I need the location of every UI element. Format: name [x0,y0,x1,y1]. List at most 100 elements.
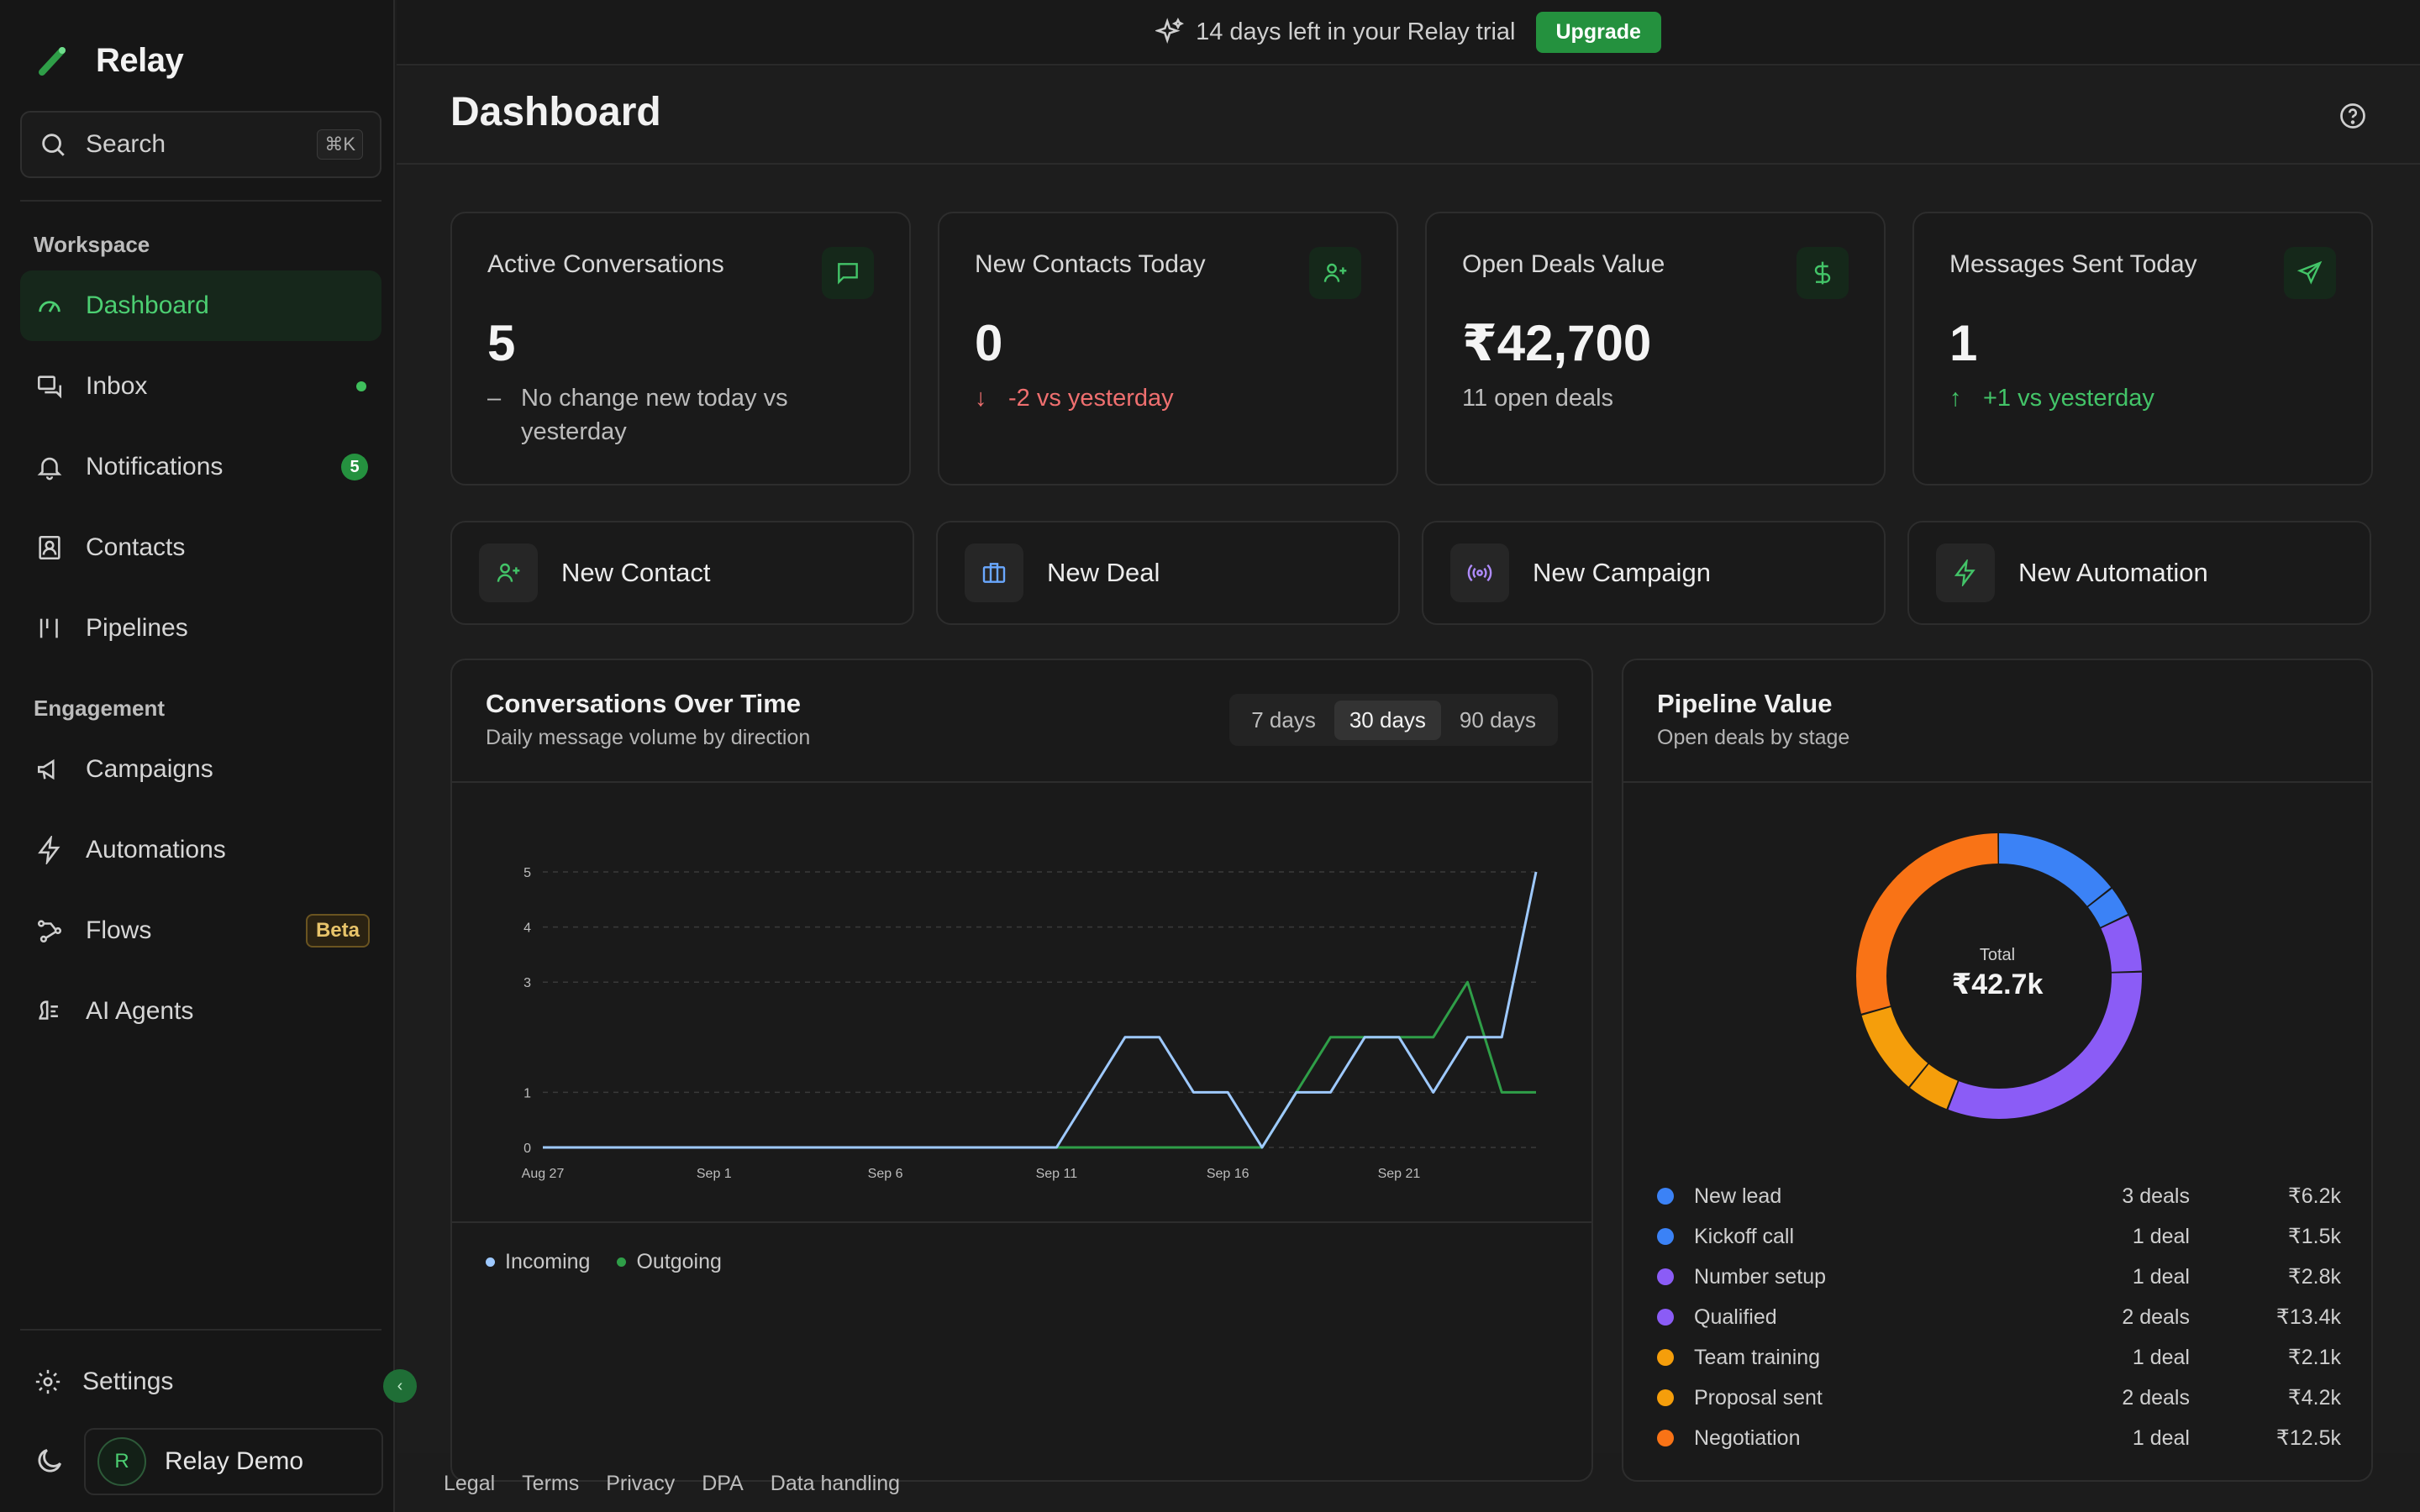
upgrade-button[interactable]: Upgrade [1535,11,1661,53]
settings-label: Settings [82,1368,174,1395]
stage-color-swatch [1657,1389,1674,1406]
search-button[interactable]: Search ⌘K [20,111,381,178]
stage-name: Number setup [1694,1264,1827,1289]
sidebar-item-label: Notifications [86,453,224,480]
bell-icon [34,451,66,483]
stage-name: Qualified [1694,1305,1777,1329]
sidebar-item-label: Campaigns [86,755,213,783]
stat-change: ↑ +1 vs yesterday [1949,381,2319,415]
legend-label: Outgoing [636,1250,722,1273]
sidebar-item-label: Flows [86,916,152,944]
series-line-outgoing[interactable] [543,980,1536,1149]
x-tick-label: Aug 27 [522,1167,565,1181]
pipeline-stage-row[interactable]: Qualified 2 deals ₹13.4k [1657,1297,2341,1337]
stat-card-open-deals-value[interactable]: Open Deals Value ₹42,700 11 open deals [1425,212,1886,486]
sidebar: Relay Search ⌘K Workspace Dashboard Inbo… [0,0,395,1512]
sidebar-item-pipelines[interactable]: Pipelines [20,593,381,664]
lightning-icon [34,834,66,866]
sidebar-item-ai-agents[interactable]: AI Agents [20,976,381,1047]
pipeline-stage-row[interactable]: Negotiation 1 deal ₹12.5k [1657,1418,2341,1458]
stage-color-swatch [1657,1188,1674,1205]
legend-item-outgoing[interactable]: Outgoing [617,1250,722,1274]
new-automation-button[interactable]: New Automation [1907,521,2371,625]
series-line-incoming[interactable] [543,871,1538,1149]
sidebar-item-label: Contacts [86,533,186,561]
sidebar-item-campaigns[interactable]: Campaigns [20,734,381,805]
pipeline-stage-row[interactable]: Number setup 1 deal ₹2.8k [1657,1257,2341,1297]
panel-subtitle: Daily message volume by direction [486,726,811,749]
y-tick-label: 4 [523,921,531,936]
footer-link-legal[interactable]: Legal [444,1472,496,1495]
help-icon[interactable] [2338,101,2368,131]
stage-deal-count: 3 deals [2122,1184,2190,1208]
donut-slice[interactable] [1856,833,2142,1119]
stat-value: 5 [487,315,516,371]
sidebar-item-flows[interactable]: Flows Beta [20,895,381,966]
donut-total-label: Total [1979,946,2016,964]
new-deal-button[interactable]: New Deal [936,521,1400,625]
stage-value: ₹4.2k [2287,1386,2341,1410]
contact-card-icon [34,532,66,564]
stage-name: Negotiation [1694,1425,1801,1450]
gauge-icon [34,290,66,322]
beta-badge: Beta [305,914,370,948]
footer-link-data-handling[interactable]: Data handling [770,1472,901,1495]
sidebar-item-automations[interactable]: Automations [20,815,381,885]
sidebar-item-label: Pipelines [86,614,188,642]
legend-swatch [486,1257,495,1267]
search-label: Search [86,130,166,158]
pipeline-stage-row[interactable]: Proposal sent 2 deals ₹4.2k [1657,1378,2341,1418]
app-logo[interactable]: Relay [34,37,184,84]
stage-color-swatch [1657,1349,1674,1366]
ai-agent-icon [34,995,66,1027]
action-label: New Campaign [1533,558,1711,587]
y-tick-label: 3 [523,976,531,990]
stat-card-active-conversations[interactable]: Active Conversations 5 – No change new to… [450,212,911,486]
moon-icon[interactable] [34,1445,66,1477]
pipeline-value-panel: Pipeline Value Open deals by stage Total… [1622,659,2373,1482]
stage-color-swatch [1657,1268,1674,1285]
pipeline-stage-row[interactable]: New lead 3 deals ₹6.2k [1657,1176,2341,1216]
user-menu-button[interactable]: R Relay Demo [84,1428,383,1495]
pipeline-stage-row[interactable]: Kickoff call 1 deal ₹1.5k [1657,1216,2341,1257]
stat-value: 0 [975,315,1003,371]
settings-button[interactable]: Settings [34,1368,173,1396]
range-30-days[interactable]: 30 days [1334,700,1441,740]
action-label: New Contact [561,558,711,587]
y-tick-label: 5 [523,866,531,880]
dollar-icon [1797,247,1849,299]
sidebar-item-inbox[interactable]: Inbox [20,351,381,422]
range-90-days[interactable]: 90 days [1459,706,1536,732]
stage-value: ₹13.4k [2275,1305,2341,1329]
stat-card-new-contacts[interactable]: New Contacts Today 0 ↓ -2 vs yesterday [938,212,1398,486]
new-contact-button[interactable]: New Contact [450,521,914,625]
sidebar-item-contacts[interactable]: Contacts [20,512,381,583]
page-title: Dashboard [450,90,661,134]
donut-total-value: ₹42.7k [1951,969,2044,1000]
range-7-days[interactable]: 7 days [1251,706,1316,732]
donut-slice[interactable] [1856,833,2142,1119]
avatar: R [97,1437,146,1486]
sidebar-item-dashboard[interactable]: Dashboard [20,270,381,341]
stat-title: Messages Sent Today [1949,250,2197,278]
stage-color-swatch [1657,1309,1674,1326]
new-campaign-button[interactable]: New Campaign [1422,521,1886,625]
footer-link-terms[interactable]: Terms [522,1472,580,1495]
stage-name: Team training [1694,1345,1821,1369]
stat-card-messages-sent[interactable]: Messages Sent Today 1 ↑ +1 vs yesterday [1912,212,2373,486]
collapse-sidebar-button[interactable]: ‹ [383,1369,417,1403]
footer-link-privacy[interactable]: Privacy [606,1472,676,1495]
user-plus-icon [479,543,538,602]
legend-item-incoming[interactable]: Incoming [486,1250,590,1274]
donut-slice[interactable] [1856,833,2142,1119]
broadcast-icon [1450,543,1509,602]
stat-change: 11 open deals [1462,381,1832,415]
pipeline-stage-row[interactable]: Team training 1 deal ₹2.1k [1657,1337,2341,1378]
search-icon [42,134,65,156]
stat-change-text: No change new today vs yesterday [521,385,788,445]
footer-link-dpa[interactable]: DPA [702,1472,744,1495]
sidebar-item-notifications[interactable]: Notifications 5 [20,432,381,502]
megaphone-icon [34,753,66,785]
divider [20,1329,381,1331]
x-tick-label: Sep 16 [1207,1167,1249,1181]
